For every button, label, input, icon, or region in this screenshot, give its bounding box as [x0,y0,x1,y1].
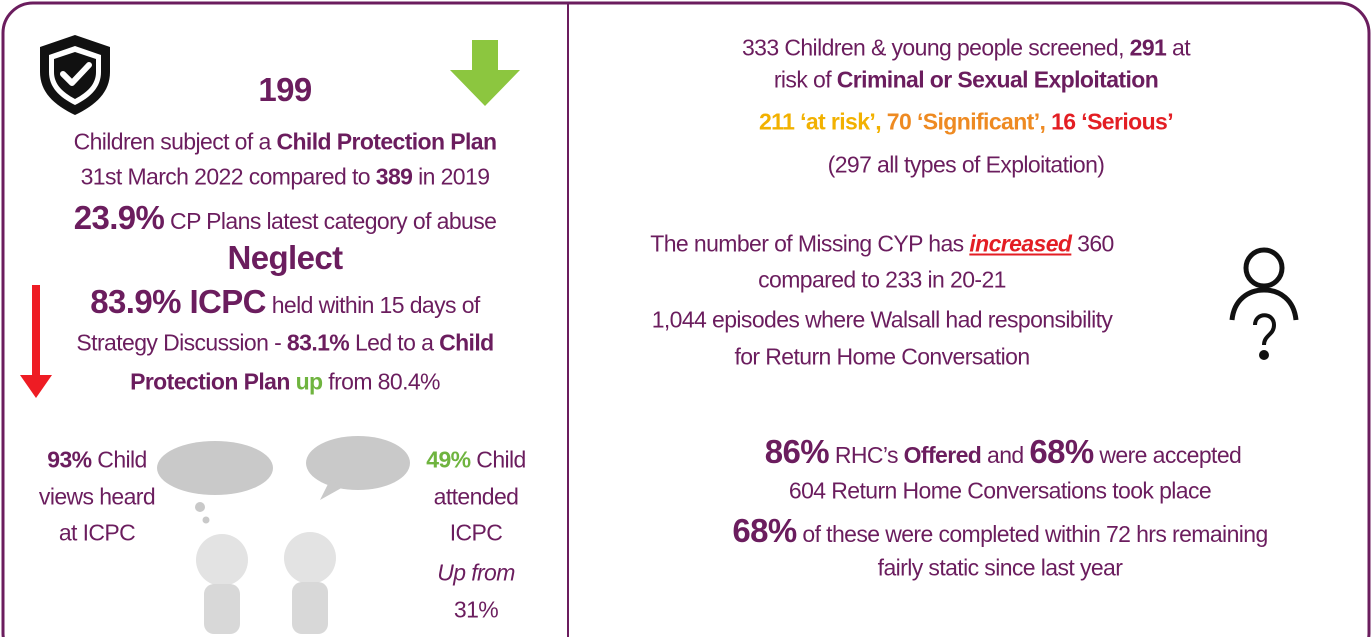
text: compared to 233 in 20-21 [758,267,1006,293]
green-down-arrow [450,40,520,106]
text: Child [471,447,526,473]
text: CP Plans latest category of abuse [164,208,496,234]
text-line: fairly static since last year [878,555,1123,582]
text: Children subject of a [74,129,277,155]
text: 68% [732,512,796,549]
text: 389 [376,164,413,190]
text: up [290,369,323,395]
text-line: 211 ‘at risk’, 70 ‘Significant’, 16 ‘Ser… [759,109,1173,136]
text: Neglect [227,239,342,276]
text: 604 Return Home Conversations took place [789,478,1211,504]
text-line: 23.9% CP Plans latest category of abuse [74,199,497,237]
text-line: views heard [39,484,155,511]
text-line: 31st March 2022 compared to 389 in 2019 [81,164,490,191]
red-down-arrow [20,285,52,398]
infographic: 199 Children subject of a Child Protecti… [0,0,1372,637]
text: 49% [426,447,470,473]
text-line: Protection Plan up from 80.4% [130,369,440,396]
text-line: 93% Child [47,447,146,474]
text: in 2019 [412,164,489,190]
text: The number of Missing CYP has [650,231,969,257]
text-line: at ICPC [59,520,135,547]
text: were accepted [1094,442,1242,468]
text: fairly static since last year [878,555,1123,581]
text: 291 [1130,35,1167,61]
text: (297 all types of Exploitation) [828,152,1105,178]
text: Up from [437,560,515,586]
shield-icon [40,35,110,115]
text: Criminal or Sexual Exploitation [837,67,1158,93]
text: 86% [765,433,829,470]
text: Child [92,447,147,473]
text: attended [434,484,519,510]
text-line: ICPC [450,520,503,547]
text: Offered [904,442,982,468]
text-line: 333 Children & young people screened, 29… [742,35,1190,62]
text: 211 ‘at risk’, [759,109,887,135]
text-line: 604 Return Home Conversations took place [789,478,1211,505]
text-line: 83.9% ICPC held within 15 days of [90,283,479,321]
text: 23.9% [74,199,165,236]
count: 199 [258,71,311,109]
text: 93% [47,447,91,473]
text: Child [439,330,494,356]
text: Protection Plan [130,369,290,395]
text: held within 15 days of [266,292,480,318]
text-line: 1,044 episodes where Walsall had respons… [652,307,1113,334]
text-line: (297 all types of Exploitation) [828,152,1105,179]
text: RHC’s [829,442,904,468]
text: views heard [39,484,155,510]
text-line: 49% Child [426,447,525,474]
text: at ICPC [59,520,135,546]
text-line: for Return Home Conversation [734,344,1029,371]
text: at [1166,35,1190,61]
text: Strategy Discussion - [76,330,287,356]
text: from 80.4% [323,369,440,395]
missing-person-icon [1232,250,1296,358]
text: 83.9% ICPC [90,283,266,320]
text-line: 68% of these were completed within 72 hr… [732,512,1267,550]
text-line: Neglect [227,239,342,277]
text: risk of [774,67,837,93]
text: increased [969,231,1071,257]
children-talking-image [157,436,410,634]
text-line: 31% [454,597,498,624]
text: 16 ‘Serious’ [1051,109,1173,135]
text: 83.1% [287,330,349,356]
text: 1,044 episodes where Walsall had respons… [652,307,1113,333]
text: and [981,442,1029,468]
text: 31% [454,597,498,623]
text: 31st March 2022 compared to [81,164,376,190]
text: for Return Home Conversation [734,344,1029,370]
text-line: Children subject of a Child Protection P… [74,129,497,156]
text-line: risk of Criminal or Sexual Exploitation [774,67,1158,94]
text: 70 ‘Significant’, [887,109,1051,135]
text: 68% [1029,433,1093,470]
text: 360 [1071,231,1113,257]
text-line: compared to 233 in 20-21 [758,267,1006,294]
text-line: Up from [437,560,515,587]
text: Led to a [349,330,439,356]
text: ICPC [450,520,503,546]
text: 333 Children & young people screened, [742,35,1130,61]
text-line: attended [434,484,519,511]
text-line: 86% RHC’s Offered and 68% were accepted [765,433,1241,471]
text-line: The number of Missing CYP has increased … [650,231,1113,258]
text: Child Protection Plan [276,129,496,155]
text-line: Strategy Discussion - 83.1% Led to a Chi… [76,330,493,357]
text: of these were completed within 72 hrs re… [797,521,1268,547]
